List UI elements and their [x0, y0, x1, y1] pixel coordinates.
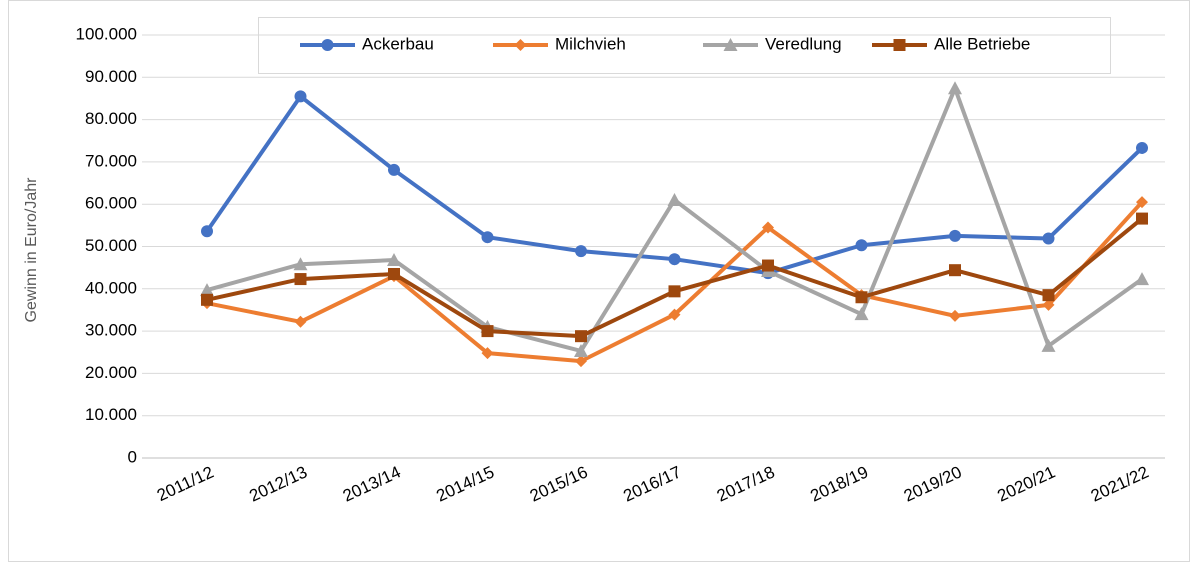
data-point	[762, 259, 774, 272]
data-point	[948, 81, 962, 95]
y-tick-label: 10.000	[85, 405, 137, 424]
y-tick-label: 90.000	[85, 67, 137, 86]
data-point	[668, 285, 681, 298]
y-tick-label: 50.000	[85, 236, 137, 255]
data-point	[294, 90, 307, 103]
data-point	[1042, 289, 1055, 302]
legend-marker	[893, 39, 906, 51]
data-point	[574, 343, 588, 357]
data-point	[575, 245, 587, 258]
data-point	[1042, 232, 1055, 245]
data-point	[201, 293, 213, 306]
data-point	[668, 308, 681, 321]
data-point	[1041, 338, 1056, 352]
data-point	[1136, 196, 1148, 209]
legend-label: Ackerbau	[362, 34, 434, 53]
data-point	[1042, 298, 1055, 311]
data-point	[201, 225, 213, 238]
data-point	[855, 291, 868, 304]
y-tick-label: 30.000	[85, 321, 137, 340]
data-point	[762, 221, 774, 234]
data-point	[294, 315, 307, 328]
legend-marker	[723, 38, 738, 51]
y-tick-label: 70.000	[85, 151, 137, 170]
data-point	[949, 264, 961, 277]
data-point	[854, 307, 869, 321]
data-point	[575, 355, 587, 368]
y-tick-label: 60.000	[85, 194, 137, 213]
data-point	[1136, 212, 1148, 225]
y-tick-label: 100.000	[76, 24, 137, 43]
legend-box	[258, 17, 1111, 74]
data-point	[294, 273, 307, 286]
data-point	[388, 163, 400, 176]
y-tick-label: 20.000	[85, 363, 137, 382]
data-point	[1136, 141, 1148, 154]
legend-label: Veredlung	[765, 34, 842, 53]
data-point	[855, 239, 868, 252]
data-point	[667, 192, 682, 206]
data-point	[481, 347, 494, 360]
data-point	[481, 231, 494, 244]
data-point	[949, 309, 961, 322]
y-tick-label: 80.000	[85, 109, 137, 128]
y-tick-label: 0	[128, 447, 137, 466]
data-point	[668, 253, 681, 266]
data-point	[575, 330, 587, 343]
legend-label: Alle Betriebe	[934, 34, 1030, 53]
data-point	[481, 325, 494, 338]
legend-label: Milchvieh	[555, 34, 626, 53]
y-tick-label: 40.000	[85, 278, 137, 297]
y-axis-label: Gewinn in Euro/Jahr	[23, 177, 40, 323]
data-point	[293, 257, 308, 271]
data-point	[388, 267, 400, 280]
data-point	[200, 283, 214, 297]
data-point	[387, 253, 401, 267]
legend-marker	[321, 39, 334, 51]
legend-marker	[514, 39, 527, 51]
data-point	[1135, 272, 1149, 286]
data-point	[949, 229, 961, 242]
